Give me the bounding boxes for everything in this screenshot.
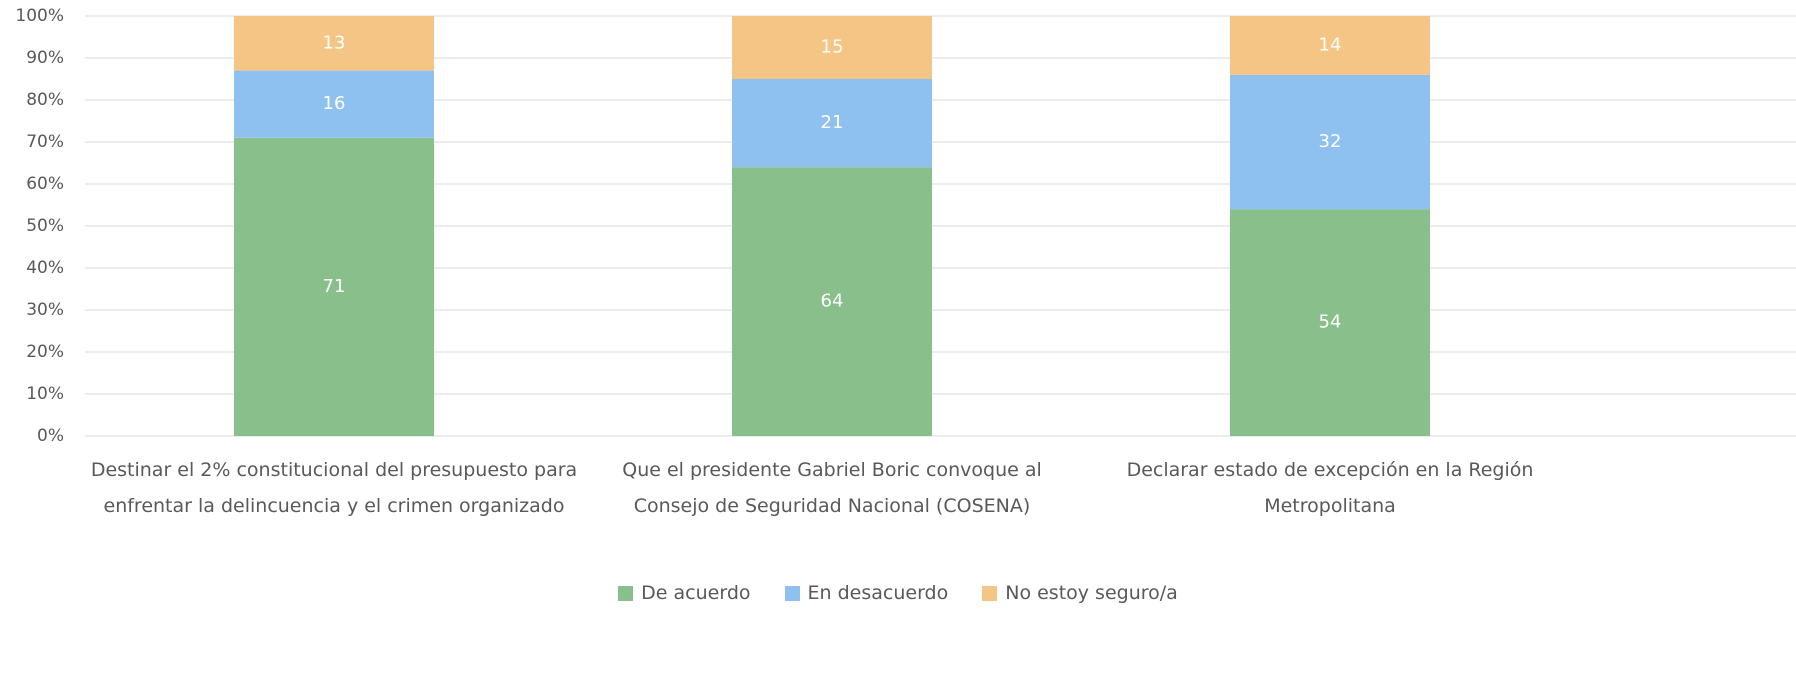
y-tick-label: 20% <box>26 342 64 362</box>
y-tick-label: 50% <box>26 216 64 236</box>
bar-segment <box>234 16 434 71</box>
value-label: 16 <box>323 93 346 114</box>
y-tick-label: 10% <box>26 384 64 404</box>
legend-swatch <box>618 585 634 601</box>
legend: De acuerdo En desacuerdo No estoy seguro/a <box>0 582 1796 604</box>
value-label: 14 <box>1319 34 1342 55</box>
y-tick-label: 80% <box>26 90 64 110</box>
legend-label: De acuerdo <box>641 582 751 604</box>
legend-item: No estoy seguro/a <box>982 582 1178 604</box>
bar-segment <box>234 70 434 138</box>
x-tick-label: Que el presidente Gabriel Boric convoque… <box>622 459 1042 517</box>
bar-segment <box>234 137 434 437</box>
bar-segment <box>1230 209 1430 436</box>
y-tick-label: 40% <box>26 258 64 278</box>
bar-segment <box>1230 16 1430 75</box>
legend-item: De acuerdo <box>618 582 751 604</box>
value-label: 71 <box>323 276 346 297</box>
value-label: 13 <box>323 32 346 53</box>
y-tick-label: 100% <box>15 6 64 26</box>
value-label: 64 <box>821 291 844 312</box>
x-tick-label: Declarar estado de excepción en la Regió… <box>1126 459 1534 517</box>
legend-item: En desacuerdo <box>784 582 949 604</box>
value-label: 54 <box>1319 312 1342 333</box>
y-tick-label: 30% <box>26 300 64 320</box>
value-label: 21 <box>821 112 844 133</box>
value-label: 15 <box>821 37 844 58</box>
y-tick-label: 70% <box>26 132 64 152</box>
y-tick-label: 60% <box>26 174 64 194</box>
bar-segment <box>1230 74 1430 210</box>
x-tick-label: Destinar el 2% constitucional del presup… <box>90 459 578 517</box>
legend-label: En desacuerdo <box>807 582 949 604</box>
bar-segment <box>732 167 932 436</box>
legend-label: No estoy seguro/a <box>1005 582 1178 604</box>
y-tick-label: 90% <box>26 48 64 68</box>
bar-segment <box>732 79 932 168</box>
legend-swatch <box>982 585 998 601</box>
bar-segment <box>732 16 932 79</box>
value-label: 32 <box>1319 131 1342 152</box>
legend-swatch <box>784 585 800 601</box>
y-tick-label: 0% <box>37 426 64 446</box>
